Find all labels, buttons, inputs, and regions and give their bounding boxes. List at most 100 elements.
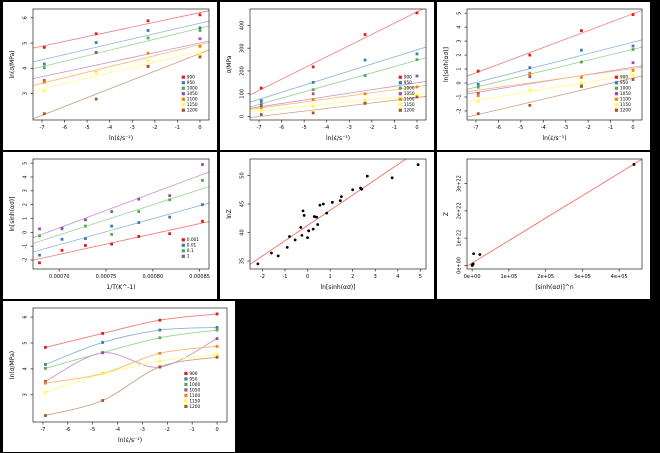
y-axis-label: ln(σ/MPa) xyxy=(9,50,16,78)
data-point xyxy=(215,312,219,316)
data-point xyxy=(38,261,41,265)
fit-line xyxy=(250,81,426,109)
x-tick-label: -5 xyxy=(90,427,95,433)
data-point xyxy=(580,85,583,88)
data-point xyxy=(476,112,480,116)
data-point xyxy=(259,99,263,103)
y-tick-label: -1 xyxy=(23,244,29,249)
x-tick-label: -2 xyxy=(369,125,374,131)
data-point xyxy=(42,78,46,82)
panel-Z-vs-sinh-power-n: 0e+00 1e+05 2e+05 3e+05 4e+05 0e+00 1e+22 2e+22… xyxy=(437,152,650,299)
data-point xyxy=(215,353,219,357)
legend-label: 1100 xyxy=(189,393,200,399)
x-tick-label: 5 xyxy=(419,274,422,280)
data-points xyxy=(44,312,219,417)
data-point xyxy=(256,262,260,266)
x-tick-label: -5 xyxy=(302,125,307,131)
data-point xyxy=(168,198,172,202)
x-tick-label: -4 xyxy=(324,125,329,131)
data-point xyxy=(476,94,480,97)
legend-label: 950 xyxy=(404,80,412,86)
legend-key xyxy=(184,404,188,409)
data-point xyxy=(363,98,367,102)
y-tick-label: 0 xyxy=(457,81,463,84)
data-point xyxy=(338,199,342,203)
data-point xyxy=(137,221,141,225)
data-point xyxy=(44,390,47,394)
legend-key xyxy=(398,75,402,79)
data-point xyxy=(215,344,219,348)
data-point xyxy=(312,215,316,218)
data-point xyxy=(259,101,263,105)
data-point xyxy=(311,65,315,69)
axes: 0.00070 0.00075 0.00080 0.00085 -2 -1 0 1 2 3 4 5 1/… xyxy=(9,158,210,291)
y-axis-label: ln[sinh(ασ)] xyxy=(9,197,16,232)
x-tick-label: 2e+05 xyxy=(537,274,554,280)
legend-key xyxy=(614,86,619,90)
y-tick-label: 35 xyxy=(240,258,246,264)
fit-lines xyxy=(250,159,407,265)
y-tick-label: 0e+00 xyxy=(457,257,463,274)
x-axis-label: ln(ε̇/s⁻¹) xyxy=(326,135,350,142)
data-point xyxy=(311,104,315,108)
x-tick-label: -7 xyxy=(40,427,45,433)
y-tick-label: 0 xyxy=(240,115,246,118)
data-point xyxy=(528,75,532,79)
x-tick-label: 0.00080 xyxy=(142,274,163,280)
y-tick-label: 3e+22 xyxy=(457,175,463,192)
data-point xyxy=(476,85,480,89)
x-tick-label: 3e+05 xyxy=(574,274,591,280)
fit-lines xyxy=(467,9,642,118)
x-tick-label: -6 xyxy=(279,125,284,131)
data-point xyxy=(38,234,41,238)
data-point xyxy=(259,86,263,90)
data-point xyxy=(528,72,532,76)
x-axis-label: ln(ε̇/s⁻¹) xyxy=(542,135,566,142)
data-point xyxy=(390,176,394,180)
data-point xyxy=(363,74,367,77)
data-point xyxy=(285,245,289,249)
legend-label: 1150 xyxy=(404,102,415,108)
legend-label: 0.1 xyxy=(187,248,194,254)
y-tick-label: 4 xyxy=(23,67,29,70)
data-point xyxy=(84,244,87,247)
x-tick-label: 0 xyxy=(198,125,201,131)
y-tick-label: 50 xyxy=(240,172,246,178)
data-point xyxy=(158,351,162,355)
chart-ln-stress-vs-ln-rate-spline: -7 -6 -5 -4 -3 -2 -1 0 3 4 5 6 ln(ε̇/s⁻¹) ln(σ/MPa) 90… xyxy=(9,307,228,444)
data-point xyxy=(101,372,105,376)
legend-key xyxy=(181,75,185,79)
x-tick-label: 0 xyxy=(306,274,309,280)
x-tick-label: 4e+05 xyxy=(611,274,628,280)
data-point xyxy=(44,379,47,383)
x-tick-label: 1 xyxy=(329,274,332,280)
spline-curve xyxy=(45,345,218,384)
fit-lines xyxy=(250,9,426,119)
chart-ln-sinh-vs-inverse-T: 0.00070 0.00075 0.00080 0.00085 -2 -1 0 1 2 3 4 5 1/… xyxy=(9,158,210,291)
fit-line xyxy=(250,96,426,119)
x-tick-label: 4 xyxy=(396,274,399,280)
data-point xyxy=(198,55,202,59)
data-point xyxy=(416,163,420,167)
data-point xyxy=(415,74,419,78)
data-point xyxy=(101,399,105,402)
data-point xyxy=(300,233,304,237)
x-tick-label: 1e+05 xyxy=(501,274,518,280)
data-point xyxy=(415,52,419,56)
x-tick-label: -3 xyxy=(140,427,145,433)
chart-ln-sinh-vs-ln-rate: -7 -6 -5 -4 -3 -2 -1 0 -2 -1 0 1 2 3 4 5 ln(ε̇/s⁻¹) ln[si… xyxy=(443,8,643,142)
x-axis-label: ln(ε̇/s⁻¹) xyxy=(109,135,133,142)
data-point xyxy=(528,53,532,57)
axes: -7 -6 -5 -4 -3 -2 -1 0 -2 -1 0 1 2 3 4 5 ln(ε̇/s⁻¹) ln[si… xyxy=(443,8,643,142)
data-point xyxy=(351,188,355,192)
data-point xyxy=(631,61,635,65)
panel-ln-sinh-vs-inverse-temperature: 0.00070 0.00075 0.00080 0.00085 -2 -1 0 1 2 3 4 5 1/… xyxy=(3,152,217,299)
legend-key xyxy=(614,108,619,112)
x-tick-label: -1 xyxy=(175,125,180,131)
data-point xyxy=(101,341,105,344)
legend-label: 900 xyxy=(404,75,412,81)
y-tick-label: 5 xyxy=(23,41,29,44)
legend-key xyxy=(614,75,619,79)
x-tick-label: -2 xyxy=(260,274,265,280)
axes: 0e+00 1e+05 2e+05 3e+05 4e+05 0e+00 1e+22 2e+22… xyxy=(443,158,643,291)
